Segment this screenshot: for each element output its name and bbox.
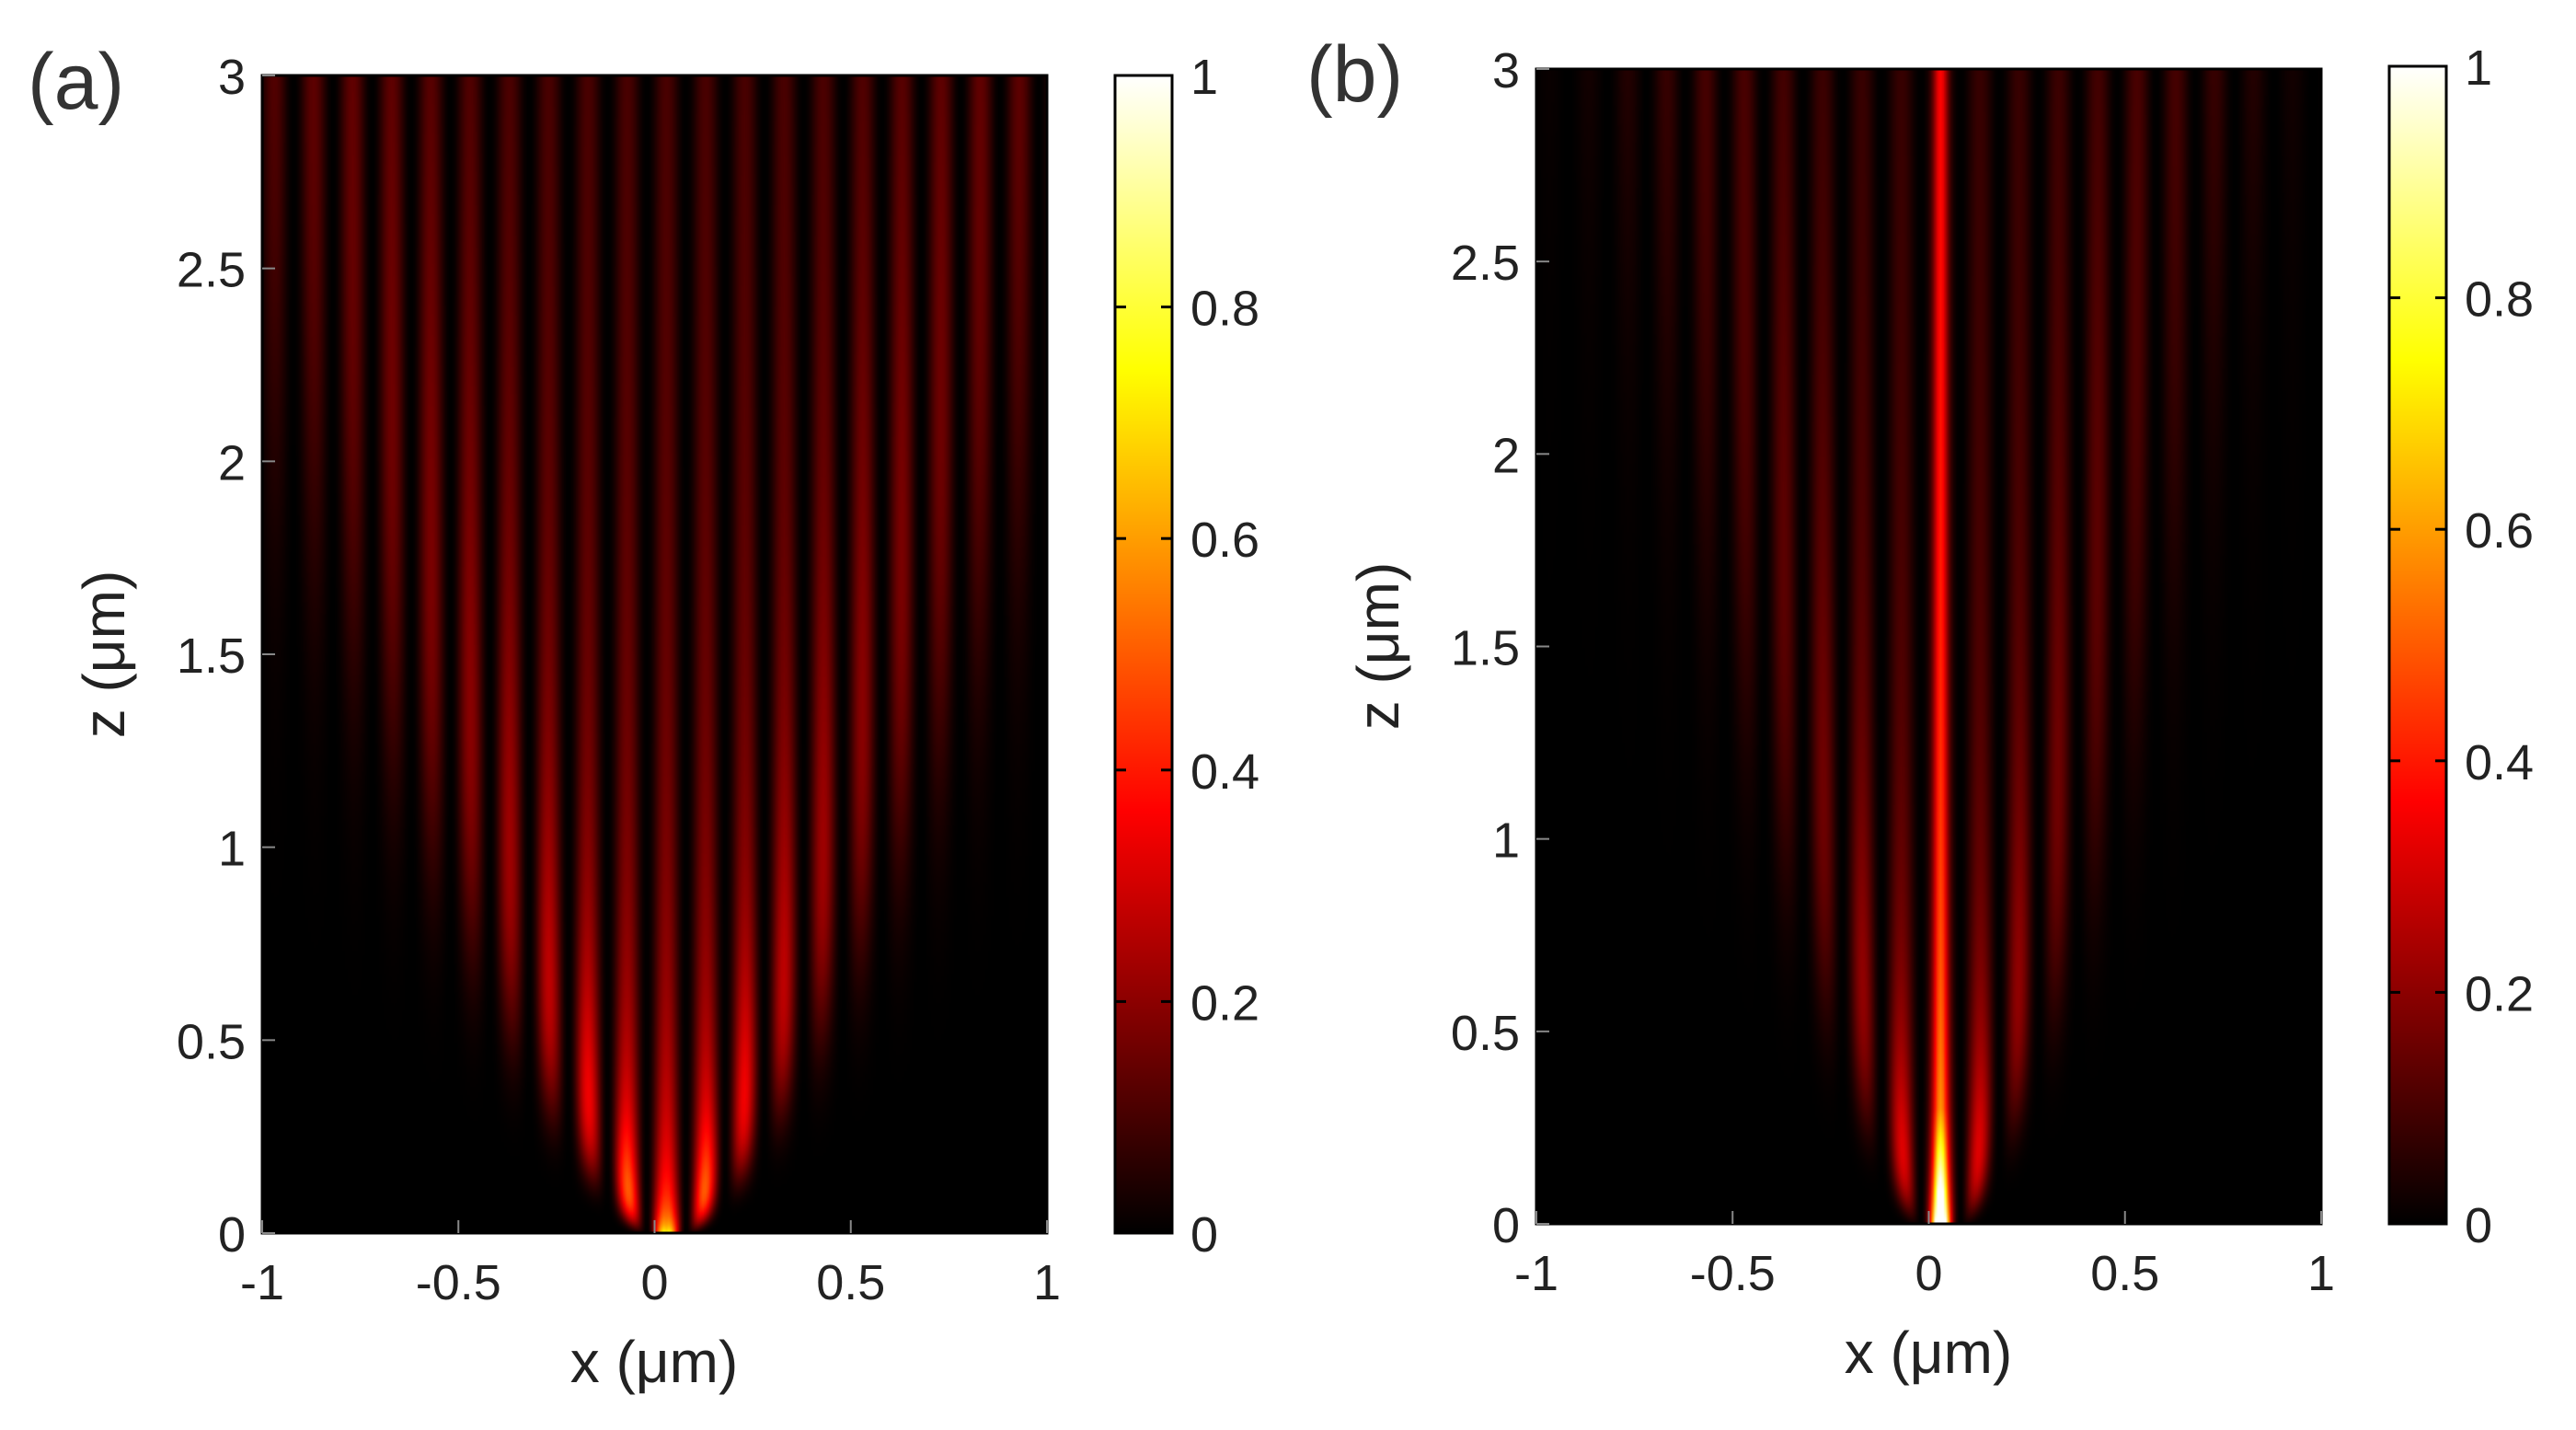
- colorbar-tick-label: 1: [2465, 40, 2492, 96]
- x-axis-b: -1 -0.5 0 0.5 1: [1514, 1211, 2335, 1301]
- y-tick-label: 3: [1492, 43, 1520, 98]
- x-tick-label: -0.5: [416, 1255, 501, 1310]
- colorbar-ticks-a: 0 0.2 0.4 0.6 0.8 1: [1115, 50, 1259, 1263]
- x-tick-label: 0: [640, 1255, 668, 1310]
- y-tick-label: 0: [218, 1207, 246, 1263]
- x-tick-label: 0.5: [2090, 1246, 2159, 1301]
- y-tick-label: 0.5: [1451, 1006, 1520, 1061]
- x-tick-label: 1: [2307, 1246, 2335, 1301]
- colorbar-tick-label: 0.8: [2465, 272, 2534, 328]
- panel-label-a: (a): [28, 38, 124, 126]
- colorbar-tick-label: 0: [2465, 1198, 2492, 1253]
- x-tick-label: 0: [1915, 1246, 1942, 1301]
- heatmap-b: [1536, 69, 2321, 1224]
- y-tick-label: 1.5: [177, 629, 246, 684]
- panel-b: (b) -1 -0.5 0 0.5 1 0 0.5 1 1.5 2 2.5 3 x (μm) z (…: [1306, 30, 2534, 1386]
- colorbar-tick-label: 0.2: [2465, 966, 2534, 1021]
- y-axis-label-b: z (μm): [1345, 562, 1411, 731]
- colorbar-tick-label: 0.4: [1190, 744, 1259, 800]
- colorbar-tick-label: 0.8: [1190, 282, 1259, 337]
- x-axis-label-a: x (μm): [570, 1329, 739, 1395]
- heatmap-a: [262, 75, 1047, 1233]
- y-axis-a: 0 0.5 1 1.5 2 2.5 3: [177, 50, 275, 1263]
- y-tick-label: 3: [218, 50, 246, 105]
- y-axis-b: 0 0.5 1 1.5 2 2.5 3: [1451, 43, 1549, 1253]
- x-axis-label-b: x (μm): [1845, 1320, 2013, 1386]
- x-tick-label: 0.5: [816, 1255, 885, 1310]
- panel-a: (a) -1 -0.5 0 0.5 1 0 0.5 1 1.5 2 2.5 3 x (μm) z (…: [28, 38, 1259, 1395]
- colorbar-ticks-b: 0 0.2 0.4 0.6 0.8 1: [2389, 40, 2534, 1253]
- colorbar-tick-label: 0.4: [2465, 735, 2534, 790]
- colorbar-b: [2387, 64, 2448, 1226]
- y-tick-label: 1.5: [1451, 621, 1520, 676]
- colorbar-a: [1113, 74, 1174, 1235]
- y-tick-label: 2.5: [1451, 236, 1520, 291]
- y-axis-label-a: z (μm): [71, 571, 137, 739]
- x-tick-label: -0.5: [1690, 1246, 1776, 1301]
- colorbar-tick-label: 0.6: [2465, 503, 2534, 559]
- y-tick-label: 2: [218, 435, 246, 490]
- x-tick-label: -1: [1514, 1246, 1558, 1301]
- y-tick-label: 1: [1492, 813, 1520, 869]
- y-tick-label: 1: [218, 822, 246, 877]
- y-tick-label: 0: [1492, 1198, 1520, 1253]
- colorbar-tick-label: 0: [1190, 1207, 1218, 1263]
- x-tick-label: 1: [1033, 1255, 1061, 1310]
- y-tick-label: 0.5: [177, 1014, 246, 1069]
- colorbar-tick-label: 0.2: [1190, 975, 1259, 1031]
- colorbar-tick-label: 0.6: [1190, 513, 1259, 568]
- y-tick-label: 2.5: [177, 243, 246, 298]
- colorbar-tick-label: 1: [1190, 50, 1218, 105]
- y-tick-label: 2: [1492, 428, 1520, 483]
- panel-label-b: (b): [1306, 30, 1403, 119]
- x-axis-a: -1 -0.5 0 0.5 1: [240, 1220, 1061, 1310]
- x-tick-label: -1: [240, 1255, 284, 1310]
